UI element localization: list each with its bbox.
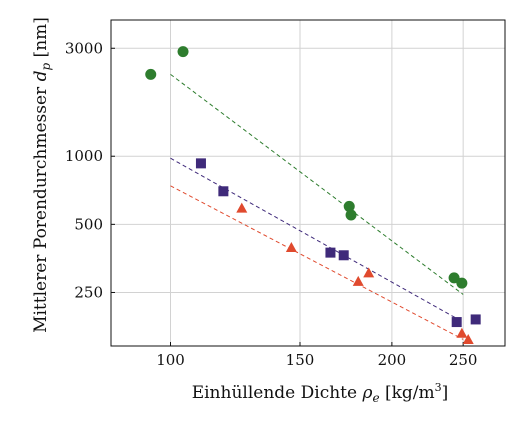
plot-frame <box>110 19 506 347</box>
y-tick-label: 500 <box>74 215 103 233</box>
triangle-point <box>236 202 248 213</box>
square-point <box>218 186 229 197</box>
data-points <box>145 46 481 344</box>
y-tick-label: 250 <box>74 283 103 301</box>
x-axis-label: Einhüllende Dichte ρe [kg/m3] <box>192 381 449 405</box>
y-axis-label: Mittlerer Porendurchmesser dp [nm] <box>31 17 53 333</box>
trend-lines <box>170 73 464 340</box>
circle-point <box>448 272 460 284</box>
triangle-point <box>363 267 375 278</box>
x-tick-label: 150 <box>286 351 315 369</box>
circle-point <box>177 46 189 58</box>
square-point <box>451 317 462 328</box>
x-tick-labels: 100 150 200 250 <box>156 351 477 369</box>
circle-point <box>145 68 157 80</box>
y-tick-label: 3000 <box>65 39 103 57</box>
x-tick-label: 250 <box>449 351 478 369</box>
x-tick-label: 200 <box>378 351 407 369</box>
triangle-trend-line <box>170 185 464 340</box>
grid <box>111 20 505 346</box>
circle-point <box>345 209 357 221</box>
y-tick-labels: 250 500 1000 3000 <box>65 39 103 301</box>
square-point <box>470 314 481 325</box>
triangle-point <box>462 333 474 344</box>
triangle-point <box>285 242 297 253</box>
square-trend-line <box>170 157 464 323</box>
square-point <box>195 158 206 169</box>
circle-trend-line <box>170 73 464 295</box>
y-tick-label: 1000 <box>65 147 103 165</box>
circle-point <box>456 277 468 289</box>
x-tick-label: 100 <box>156 351 185 369</box>
circle-point <box>343 200 355 212</box>
triangle-point <box>456 327 468 338</box>
square-point <box>325 247 336 258</box>
square-point <box>338 250 349 261</box>
triangle-point <box>352 275 364 286</box>
